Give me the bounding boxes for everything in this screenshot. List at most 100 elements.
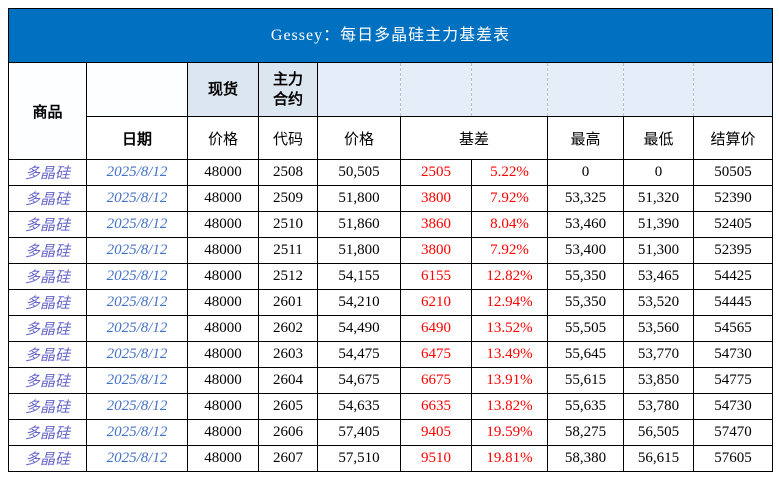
header-date[interactable]: 日期: [86, 116, 188, 160]
cell-spot-price[interactable]: 48000: [187, 419, 259, 446]
cell-spot-price[interactable]: 48000: [187, 185, 259, 212]
header-low[interactable]: 最低: [623, 116, 694, 160]
cell-date[interactable]: 2025/8/12: [86, 289, 188, 316]
cell-basis-pct[interactable]: 12.94%: [471, 289, 548, 316]
cell-date[interactable]: 2025/8/12: [86, 419, 188, 446]
cell-date[interactable]: 2025/8/12: [86, 263, 188, 290]
cell-low[interactable]: 53,465: [623, 263, 694, 290]
cell-commodity[interactable]: 多晶硅: [8, 237, 87, 264]
cell-commodity[interactable]: 多晶硅: [8, 211, 87, 238]
cell-spot-price[interactable]: 48000: [187, 341, 259, 368]
cell-basis-pct[interactable]: 13.52%: [471, 315, 548, 342]
cell-high[interactable]: 53,460: [547, 211, 624, 238]
cell-basis-pct[interactable]: 19.59%: [471, 419, 548, 446]
cell-contract-price[interactable]: 54,635: [317, 393, 401, 420]
cell-date[interactable]: 2025/8/12: [86, 159, 188, 186]
cell-commodity[interactable]: 多晶硅: [8, 315, 87, 342]
cell-contract-price[interactable]: 57,405: [317, 419, 401, 446]
header-commodity[interactable]: 商品: [8, 62, 87, 160]
cell-basis[interactable]: 6675: [400, 367, 472, 394]
header-contract-code[interactable]: 代码: [258, 116, 318, 160]
cell-contract-price[interactable]: 50,505: [317, 159, 401, 186]
header-strip-above-price[interactable]: [317, 62, 401, 117]
cell-contract-price[interactable]: 51,800: [317, 185, 401, 212]
cell-commodity[interactable]: 多晶硅: [8, 419, 87, 446]
header-spot-group[interactable]: 现货: [187, 62, 259, 117]
cell-high[interactable]: 55,645: [547, 341, 624, 368]
cell-contract-code[interactable]: 2512: [258, 263, 318, 290]
cell-contract-code[interactable]: 2603: [258, 341, 318, 368]
cell-spot-price[interactable]: 48000: [187, 237, 259, 264]
cell-contract-price[interactable]: 51,800: [317, 237, 401, 264]
cell-contract-code[interactable]: 2605: [258, 393, 318, 420]
cell-basis-pct[interactable]: 13.49%: [471, 341, 548, 368]
cell-low[interactable]: 53,850: [623, 367, 694, 394]
cell-settlement[interactable]: 54775: [693, 367, 773, 394]
cell-low[interactable]: 53,770: [623, 341, 694, 368]
cell-basis-pct[interactable]: 7.92%: [471, 185, 548, 212]
cell-low[interactable]: 0: [623, 159, 694, 186]
cell-commodity[interactable]: 多晶硅: [8, 445, 87, 472]
cell-contract-code[interactable]: 2509: [258, 185, 318, 212]
cell-contract-code[interactable]: 2604: [258, 367, 318, 394]
cell-settlement[interactable]: 52405: [693, 211, 773, 238]
cell-contract-code[interactable]: 2607: [258, 445, 318, 472]
cell-commodity[interactable]: 多晶硅: [8, 159, 87, 186]
cell-spot-price[interactable]: 48000: [187, 263, 259, 290]
cell-commodity[interactable]: 多晶硅: [8, 289, 87, 316]
header-strip-above-settlement[interactable]: [693, 62, 773, 117]
cell-commodity[interactable]: 多晶硅: [8, 263, 87, 290]
cell-settlement[interactable]: 57470: [693, 419, 773, 446]
cell-settlement[interactable]: 54565: [693, 315, 773, 342]
cell-basis-pct[interactable]: 12.82%: [471, 263, 548, 290]
cell-settlement[interactable]: 54425: [693, 263, 773, 290]
cell-settlement[interactable]: 57605: [693, 445, 773, 472]
cell-settlement[interactable]: 52395: [693, 237, 773, 264]
cell-contract-price[interactable]: 54,675: [317, 367, 401, 394]
cell-commodity[interactable]: 多晶硅: [8, 393, 87, 420]
header-spot-price[interactable]: 价格: [187, 116, 259, 160]
cell-contract-price[interactable]: 54,155: [317, 263, 401, 290]
header-basis[interactable]: 基差: [400, 116, 548, 160]
cell-basis-pct[interactable]: 19.81%: [471, 445, 548, 472]
cell-low[interactable]: 53,560: [623, 315, 694, 342]
cell-contract-price[interactable]: 57,510: [317, 445, 401, 472]
cell-commodity[interactable]: 多晶硅: [8, 367, 87, 394]
cell-basis[interactable]: 2505: [400, 159, 472, 186]
cell-date[interactable]: 2025/8/12: [86, 341, 188, 368]
cell-low[interactable]: 53,520: [623, 289, 694, 316]
cell-date[interactable]: 2025/8/12: [86, 367, 188, 394]
cell-spot-price[interactable]: 48000: [187, 289, 259, 316]
cell-high[interactable]: 53,325: [547, 185, 624, 212]
header-main-contract-group[interactable]: 主力 合约: [258, 62, 318, 117]
header-contract-price[interactable]: 价格: [317, 116, 401, 160]
header-settlement[interactable]: 结算价: [693, 116, 773, 160]
cell-settlement[interactable]: 54445: [693, 289, 773, 316]
cell-spot-price[interactable]: 48000: [187, 367, 259, 394]
cell-contract-code[interactable]: 2606: [258, 419, 318, 446]
cell-contract-code[interactable]: 2510: [258, 211, 318, 238]
cell-commodity[interactable]: 多晶硅: [8, 185, 87, 212]
cell-spot-price[interactable]: 48000: [187, 445, 259, 472]
cell-date[interactable]: 2025/8/12: [86, 445, 188, 472]
cell-low[interactable]: 56,615: [623, 445, 694, 472]
cell-date[interactable]: 2025/8/12: [86, 211, 188, 238]
cell-low[interactable]: 56,505: [623, 419, 694, 446]
cell-basis[interactable]: 6635: [400, 393, 472, 420]
cell-contract-code[interactable]: 2511: [258, 237, 318, 264]
cell-settlement[interactable]: 54730: [693, 393, 773, 420]
cell-date[interactable]: 2025/8/12: [86, 185, 188, 212]
cell-settlement[interactable]: 52390: [693, 185, 773, 212]
cell-contract-price[interactable]: 54,490: [317, 315, 401, 342]
cell-spot-price[interactable]: 48000: [187, 159, 259, 186]
cell-basis[interactable]: 9405: [400, 419, 472, 446]
cell-date[interactable]: 2025/8/12: [86, 315, 188, 342]
cell-basis-pct[interactable]: 7.92%: [471, 237, 548, 264]
cell-date[interactable]: 2025/8/12: [86, 237, 188, 264]
cell-basis[interactable]: 6210: [400, 289, 472, 316]
cell-basis-pct[interactable]: 5.22%: [471, 159, 548, 186]
cell-spot-price[interactable]: 48000: [187, 211, 259, 238]
cell-commodity[interactable]: 多晶硅: [8, 341, 87, 368]
cell-low[interactable]: 51,320: [623, 185, 694, 212]
title-bar[interactable]: Gessey：每日多晶硅主力基差表: [8, 8, 773, 62]
